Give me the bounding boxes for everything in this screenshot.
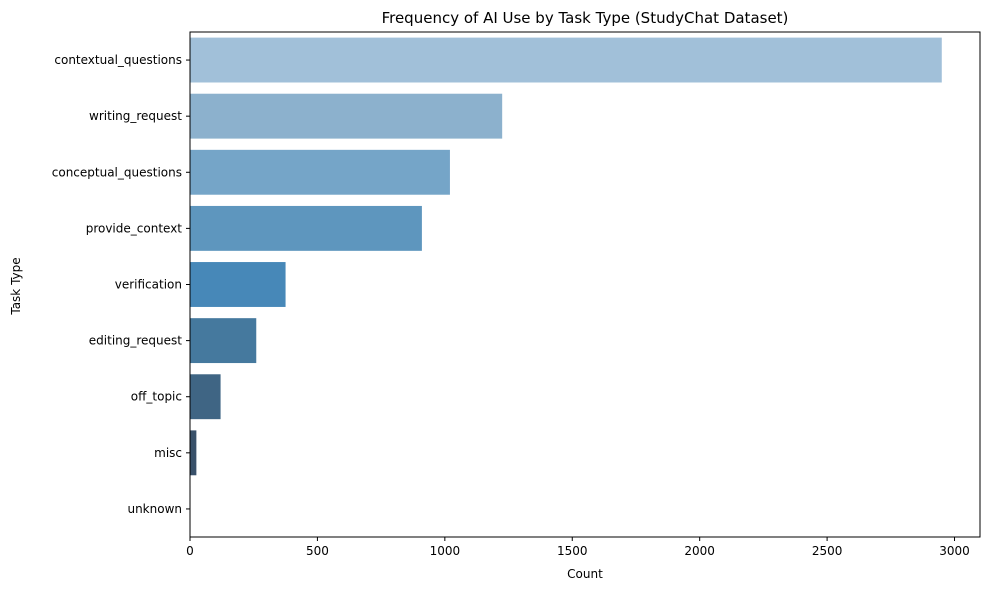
bar-misc <box>190 430 197 476</box>
bar-writing-request <box>190 93 503 139</box>
bar-off-topic <box>190 374 221 420</box>
y-axis-ticks: contextual_questions writing_requestconce… <box>52 53 190 516</box>
x-tick-label: 3000 <box>939 544 970 558</box>
x-axis-ticks: 0 500 1000 1500 2000 2500 3000 <box>186 537 970 558</box>
x-tick-label: 500 <box>306 544 329 558</box>
bar-verification <box>190 262 286 307</box>
y-tick-label: misc <box>154 446 182 460</box>
y-axis-label: Task Type <box>9 257 23 315</box>
y-tick-label: unknown <box>127 502 182 516</box>
bar-editing-request <box>190 318 257 364</box>
y-tick-label: conceptual_questions <box>52 165 182 179</box>
bar-provide-context <box>190 205 422 251</box>
y-tick-label: editing_request <box>89 334 183 348</box>
bars-group <box>190 37 942 532</box>
x-tick-label: 2000 <box>684 544 715 558</box>
y-tick-label: off_topic <box>131 390 182 404</box>
chart-title: Frequency of AI Use by Task Type (StudyC… <box>382 9 789 27</box>
x-tick-label: 2500 <box>812 544 843 558</box>
plot-frame <box>189 31 981 538</box>
x-axis-label: Count <box>567 567 603 581</box>
x-tick-label: 0 <box>186 544 194 558</box>
x-tick-label: 1500 <box>557 544 588 558</box>
bar-contextual-questions <box>190 37 942 83</box>
y-tick-label: verification <box>115 278 182 292</box>
y-tick-label: contextual_questions <box>54 53 182 67</box>
y-tick-label: provide_context <box>86 221 183 235</box>
bar-conceptual-questions <box>190 149 450 195</box>
x-tick-label: 1000 <box>430 544 461 558</box>
y-tick-label: writing_request <box>89 109 182 123</box>
